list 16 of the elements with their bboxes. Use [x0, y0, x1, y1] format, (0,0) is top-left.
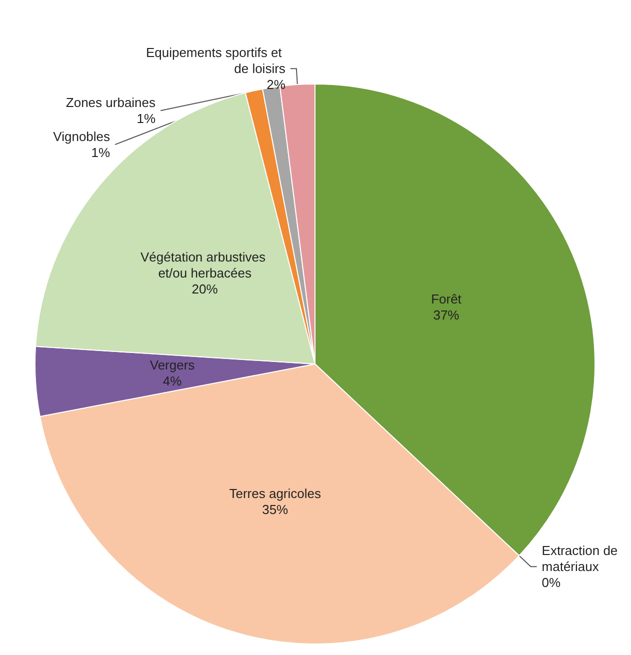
slice-label: Zones urbaines — [66, 95, 156, 110]
data-label: 1% — [136, 111, 156, 126]
slice-label: Forêt — [431, 292, 462, 307]
data-label: 20% — [192, 281, 218, 296]
data-label: 35% — [262, 502, 289, 517]
data-label: 37% — [433, 308, 460, 323]
slice-label: Terres agricoles — [229, 486, 322, 501]
slice-label: Végétation arbustives et/ou herbacées — [140, 249, 270, 280]
slice-label: Vergers — [150, 357, 196, 372]
text: 0% — [542, 575, 561, 590]
slice-label: Vignobles — [53, 129, 111, 144]
slice-label: Equipements sportifs et de loisirs — [146, 45, 286, 76]
legend-label: Extraction de matériaux — [542, 543, 622, 574]
data-label: 1% — [91, 145, 110, 160]
data-label: 2% — [266, 77, 286, 92]
data-label: 4% — [162, 373, 182, 388]
